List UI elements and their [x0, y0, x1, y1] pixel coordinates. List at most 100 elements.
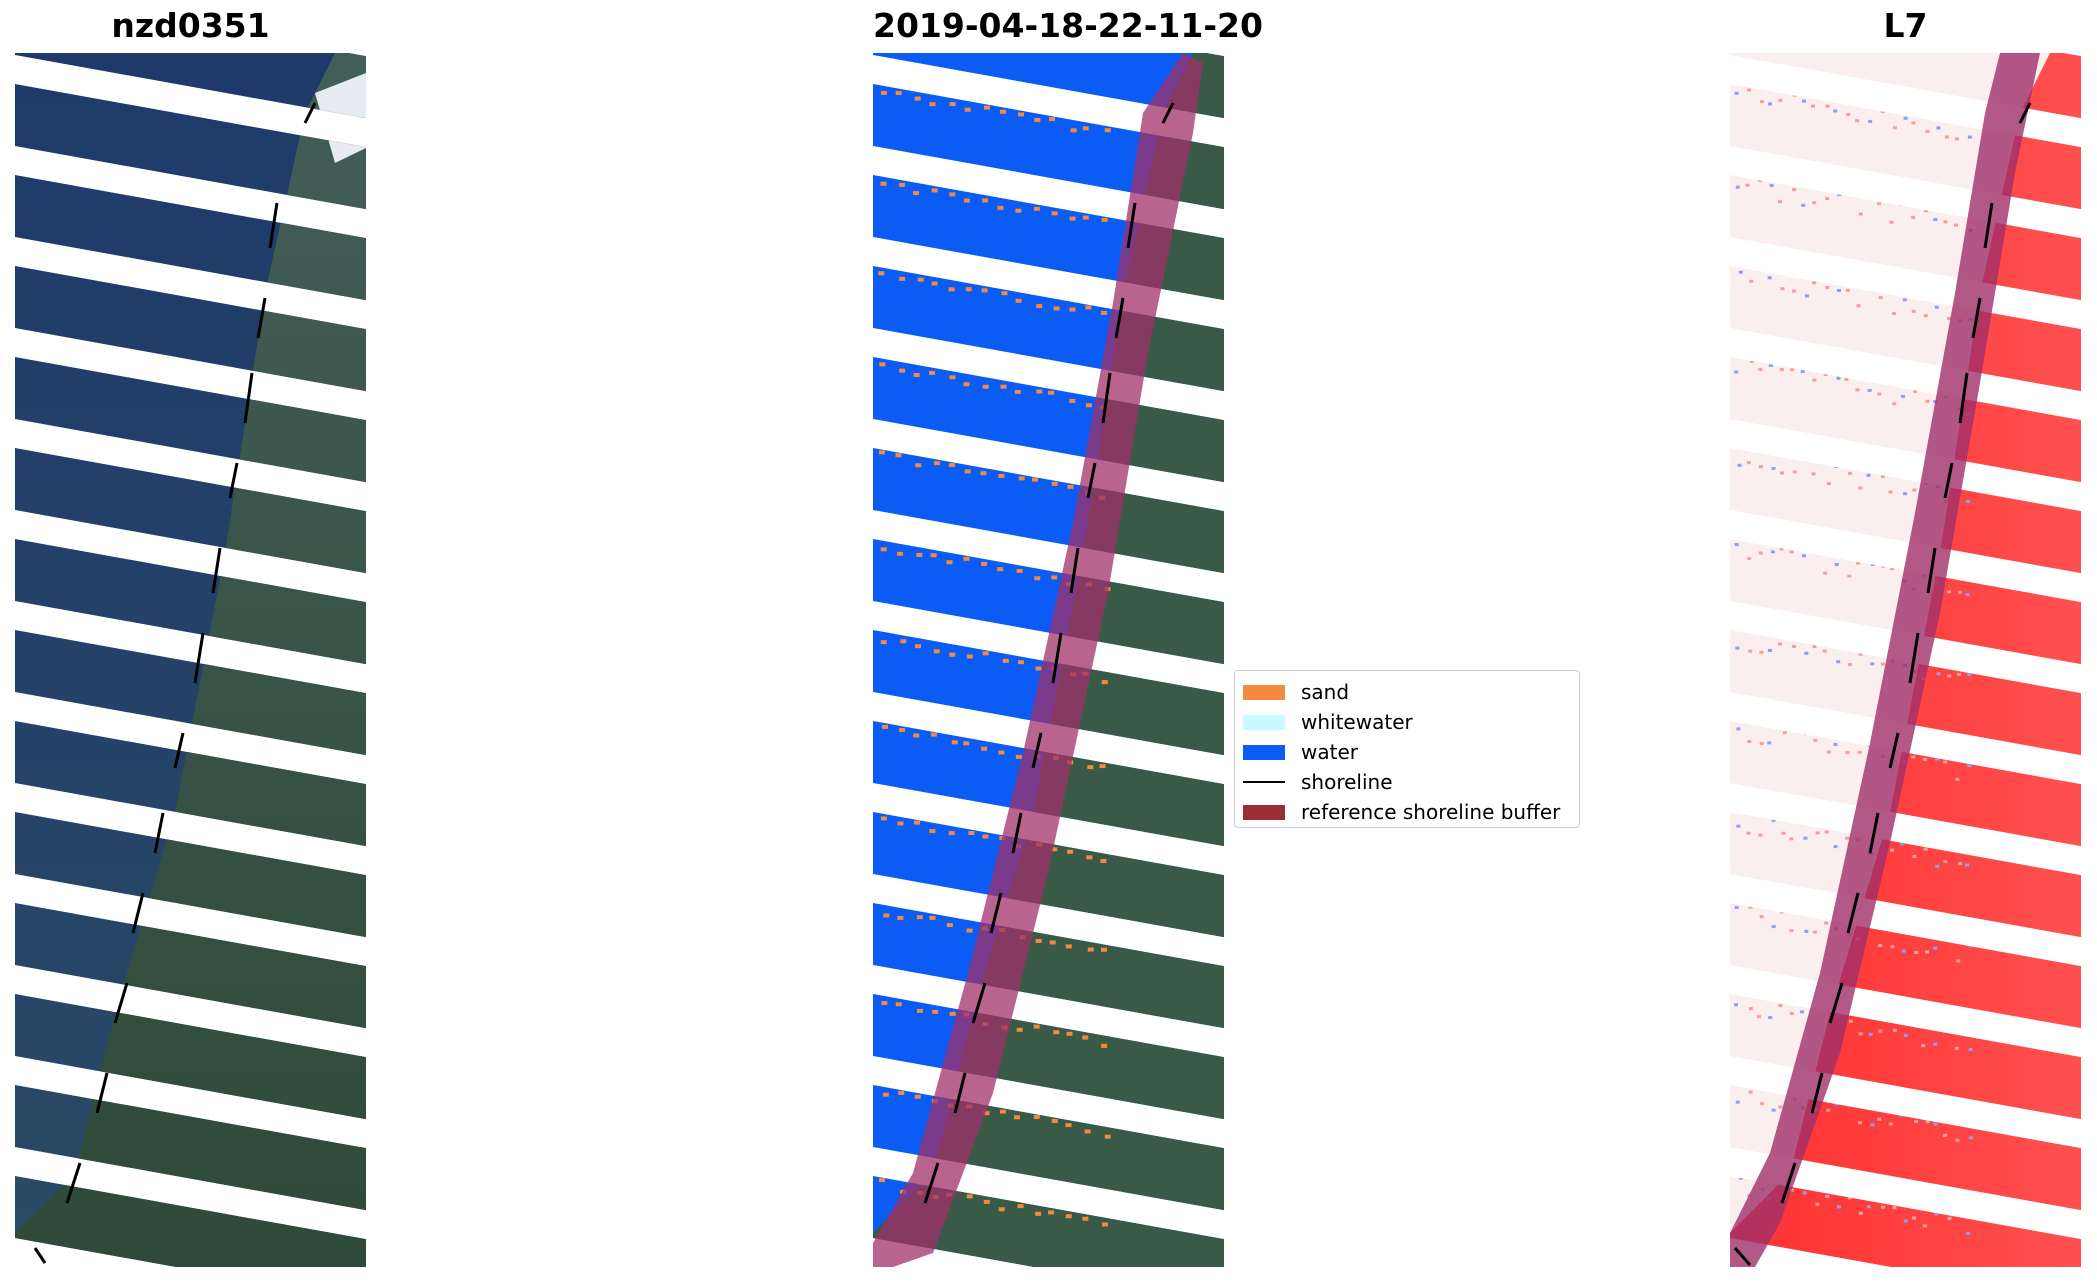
index-pixel	[1943, 1029, 1948, 1033]
index-pixel	[1737, 463, 1742, 467]
sand-pixel	[949, 375, 956, 380]
index-pixel	[1812, 281, 1817, 285]
index-pixel	[1837, 193, 1842, 197]
sand-pixel	[998, 473, 1005, 478]
sand-pixel	[1035, 938, 1042, 943]
index-pixel	[1801, 99, 1806, 103]
sand-pixel	[1051, 575, 1058, 580]
shoreline-segments-1	[33, 102, 317, 1264]
index-pixel	[1954, 137, 1959, 141]
index-pixel	[1825, 104, 1830, 108]
sand-pixel	[1048, 390, 1055, 395]
sand-pixel	[999, 1109, 1006, 1114]
sand-pixel	[899, 276, 906, 281]
index-pixel	[1748, 1007, 1753, 1011]
sand-pixel	[1067, 849, 1074, 854]
index-pixel	[1745, 183, 1750, 187]
index-pixel	[1802, 1191, 1807, 1195]
index-pixel	[1878, 943, 1883, 947]
index-pixel	[1803, 836, 1808, 840]
buffer-swatch	[1243, 804, 1285, 820]
index-pixel	[1758, 465, 1763, 469]
index-pixel	[1800, 1010, 1805, 1014]
index-pixel	[1925, 1120, 1930, 1124]
index-pixel	[1954, 1046, 1959, 1050]
panel-title-satellite: L7	[1883, 6, 1928, 45]
index-pixel	[1760, 1102, 1765, 1106]
land-area	[15, 53, 366, 1267]
index-pixel	[1943, 760, 1948, 764]
index-pixel	[1771, 818, 1776, 822]
index-pixel	[1734, 543, 1739, 547]
sand-pixel	[916, 552, 923, 557]
index-pixel	[1870, 563, 1875, 567]
index-pixel	[1968, 944, 1973, 948]
index-pixel	[1855, 119, 1860, 123]
index-pixel	[1868, 119, 1873, 123]
sand-pixel	[964, 469, 971, 474]
index-pixel	[1826, 482, 1831, 486]
index-pixel	[1769, 183, 1774, 187]
index-pixel	[1903, 492, 1908, 496]
index-pixel	[1759, 741, 1764, 745]
index-pixel	[1789, 837, 1794, 841]
sand-pixel	[1082, 1216, 1089, 1221]
index-pixel	[1822, 649, 1827, 653]
index-pixel	[1866, 1205, 1871, 1209]
sand-pixel	[899, 728, 906, 733]
sand-pixel	[982, 384, 989, 389]
index-pixel	[1844, 377, 1849, 381]
index-pixel	[1956, 1213, 1961, 1217]
sand-pixel	[965, 287, 972, 292]
sand-pixel	[881, 1001, 888, 1006]
sand-pixel	[1034, 576, 1041, 581]
index-pixel	[1922, 1224, 1927, 1228]
index-pixel	[1823, 372, 1828, 376]
index-pixel	[1892, 126, 1897, 130]
index-pixel	[1934, 1212, 1939, 1216]
sand-pixel	[915, 463, 922, 468]
sand-pixel	[898, 1090, 905, 1095]
index-pixel	[1957, 672, 1962, 676]
index-pixel	[1965, 863, 1970, 867]
sand-pixel	[948, 831, 955, 836]
index-pixel	[1943, 220, 1948, 224]
sand-pixel	[997, 205, 1004, 210]
sand-pixel	[1053, 306, 1060, 311]
legend-item-sand: sand	[1243, 677, 1571, 707]
index-pixel	[1933, 1122, 1938, 1126]
index-pixel	[1804, 929, 1809, 933]
sand-pixel	[932, 1009, 939, 1014]
index-pixel	[1912, 854, 1917, 858]
index-pixel	[1903, 116, 1908, 120]
sand-pixel	[1049, 117, 1056, 122]
index-pixel	[1870, 288, 1875, 292]
index-pixel	[1759, 650, 1764, 654]
index-pixel	[1858, 1211, 1863, 1215]
index-pixel	[1947, 1216, 1952, 1220]
legend-item-buffer: reference shoreline buffer	[1243, 797, 1571, 827]
sand-pixel	[948, 287, 955, 292]
sand-pixel	[914, 1094, 921, 1099]
index-pixel	[1846, 112, 1851, 116]
sand-pixel	[1070, 128, 1077, 133]
sand-pixel	[879, 1178, 886, 1183]
index-pixel	[1936, 672, 1941, 676]
index-pixel	[1758, 551, 1763, 555]
sand-pixel	[1100, 310, 1107, 315]
index-pixel	[1923, 847, 1928, 851]
index-pixel	[1847, 662, 1852, 666]
index-pixel	[1921, 1044, 1926, 1048]
index-pixel	[1815, 1202, 1820, 1206]
sand-pixel	[1051, 1118, 1058, 1123]
index-pixel	[1782, 731, 1787, 735]
sand-pixel	[1051, 847, 1058, 852]
index-pixel	[1759, 915, 1764, 919]
index-pixel	[1834, 562, 1839, 566]
sand-pixel	[982, 651, 989, 656]
index-pixel	[1811, 104, 1816, 108]
shoreline-segments-2	[923, 102, 1175, 1204]
index-pixel	[1771, 925, 1776, 929]
index-pixel	[1812, 378, 1817, 382]
sand-pixel	[1069, 398, 1076, 403]
